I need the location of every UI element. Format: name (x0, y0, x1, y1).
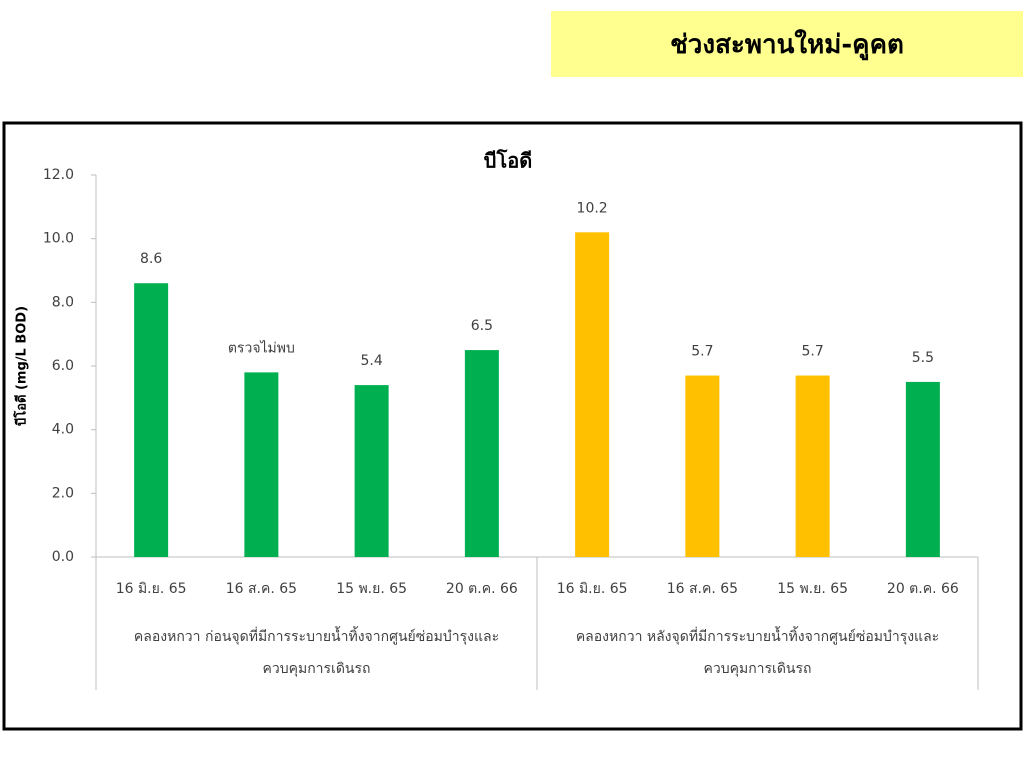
data-label: 8.6 (140, 251, 162, 267)
header-title: ช่วงสะพานใหม่-คูคต (551, 11, 1023, 77)
bar (354, 385, 389, 557)
data-label: 6.5 (471, 318, 493, 334)
bar (134, 283, 169, 557)
y-tick-label: 4.0 (52, 422, 74, 438)
bar (795, 375, 830, 557)
group-label: ควบคุมการเดินรถ (703, 661, 811, 677)
x-tick-label: 16 มิ.ย. 65 (557, 581, 628, 597)
x-tick-label: 16 ส.ค. 65 (226, 581, 297, 597)
group-label: คลองหกวา ก่อนจุดที่มีการระบายน้ำทิ้งจากศ… (134, 626, 499, 645)
data-label: 5.7 (801, 344, 823, 360)
data-label: 5.4 (360, 353, 382, 369)
x-tick-label: 16 ส.ค. 65 (667, 581, 738, 597)
chart-title: บีโอดี (484, 149, 532, 173)
x-tick-label: 20 ต.ค. 66 (887, 581, 959, 597)
x-tick-label: 15 พ.ย. 65 (777, 581, 848, 597)
bar (685, 375, 720, 557)
chart-frame (2, 121, 1023, 731)
x-tick-label: 16 มิ.ย. 65 (116, 581, 187, 597)
data-label: 5.5 (912, 350, 934, 366)
y-tick-label: 10.0 (43, 231, 74, 247)
y-axis-label: บีโอดี (mg/L BOD) (13, 306, 30, 426)
bar (575, 232, 610, 558)
x-tick-label: 15 พ.ย. 65 (336, 581, 407, 597)
x-tick-label: 20 ต.ค. 66 (446, 581, 518, 597)
data-label: 5.7 (691, 344, 713, 360)
bar (905, 381, 940, 557)
y-tick-label: 12.0 (43, 167, 74, 183)
y-tick-label: 8.0 (52, 294, 74, 310)
bar (464, 350, 499, 557)
data-label: 10.2 (577, 200, 608, 216)
y-tick-label: 2.0 (52, 485, 74, 501)
group-label: ควบคุมการเดินรถ (262, 661, 370, 677)
y-tick-label: 0.0 (52, 549, 74, 565)
group-label: คลองหกวา หลังจุดที่มีการระบายน้ำทิ้งจากศ… (576, 626, 939, 645)
y-tick-label: 6.0 (52, 358, 74, 374)
data-label: ตรวจไม่พบ (228, 339, 295, 356)
bar (244, 372, 279, 557)
